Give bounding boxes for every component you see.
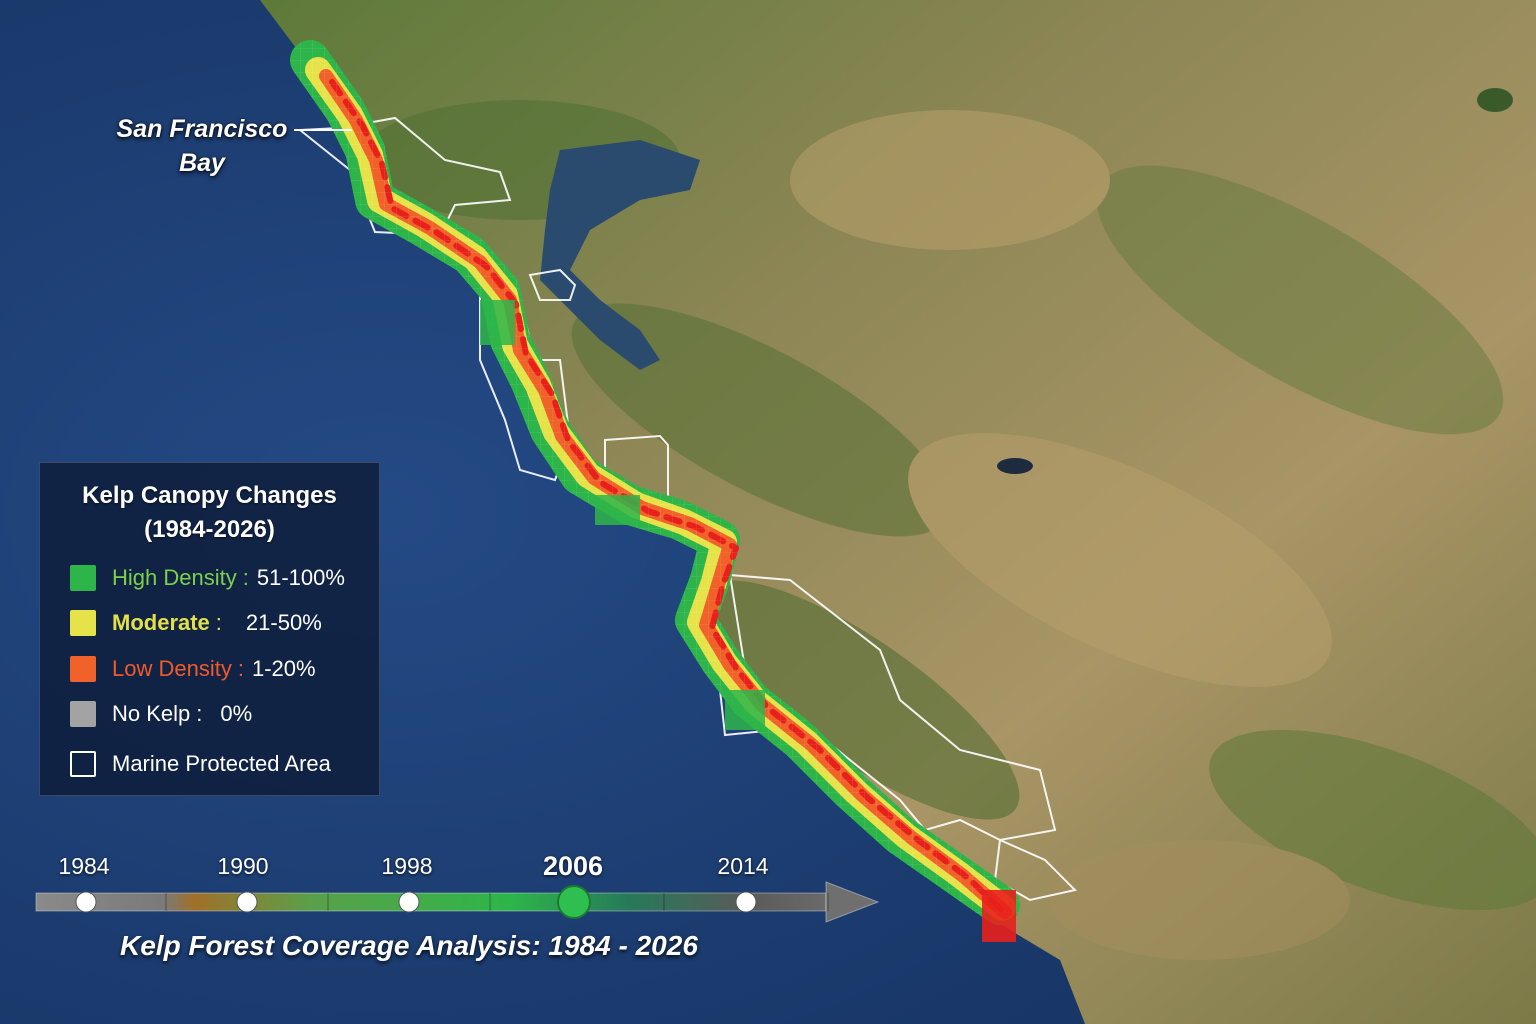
kelp-patch-high-north [480, 300, 515, 345]
legend-item-moderate: Moderate: 21-50% [70, 608, 322, 638]
kelp-patch-high-mid [725, 690, 765, 730]
legend-panel: Kelp Canopy Changes (1984-2026) High Den… [39, 462, 380, 796]
timeline-year-label[interactable]: 1984 [58, 853, 110, 879]
kelp-patch-high-south [595, 495, 640, 525]
legend-title: Kelp Canopy Changes (1984-2026) [40, 479, 379, 547]
legend-label: No Kelp [112, 701, 191, 726]
legend-sep: : [237, 656, 244, 681]
legend-item-low-density: Low Density: 1-20% [70, 654, 316, 684]
legend-sep: : [215, 610, 222, 635]
timeline-year-label[interactable]: 2014 [717, 853, 769, 879]
timeline-year-label[interactable]: 1990 [217, 853, 269, 879]
lake [997, 458, 1033, 474]
kelp-patch-south [982, 890, 1016, 942]
legend-swatch-none [70, 701, 96, 727]
lake [1477, 88, 1513, 112]
legend-label: High Density [112, 565, 237, 590]
terrain-shading [360, 100, 1536, 960]
legend-item-mpa: Marine Protected Area [70, 749, 337, 779]
legend-range: 21-50% [245, 610, 322, 635]
legend-title-line2: (1984-2026) [144, 516, 275, 543]
timeline-year-label[interactable]: 1998 [381, 853, 433, 879]
place-label-line2: Bay [179, 149, 225, 177]
legend-item-no-kelp: No Kelp: 0% [70, 699, 252, 729]
map-caption: Kelp Forest Coverage Analysis: 1984 - 20… [120, 930, 698, 961]
legend-label: Moderate [112, 610, 210, 635]
legend-item-high-density: High Density: 51-100% [70, 563, 345, 593]
legend-range: 1-20% [251, 656, 316, 681]
timeline-year-label-selected[interactable]: 2006 [542, 851, 604, 881]
place-label-line1: San Francisco [116, 115, 288, 143]
legend-title-line1: Kelp Canopy Changes [82, 482, 337, 509]
legend-sep: : [242, 565, 249, 590]
legend-swatch-mpa [70, 751, 96, 777]
mpa-outline [528, 268, 577, 301]
legend-swatch-low [70, 656, 96, 682]
legend-label: Marine Protected Area [112, 751, 331, 776]
bay-water [540, 140, 700, 370]
legend-label: Low Density [112, 656, 232, 681]
legend-sep: : [196, 701, 203, 726]
place-label-san-francisco-bay: San Francisco Bay [92, 112, 312, 180]
mpa-outline [993, 838, 1077, 902]
legend-range: 51-100% [256, 565, 345, 590]
legend-swatch-moderate [70, 610, 96, 636]
legend-swatch-high [70, 565, 96, 591]
legend-range: 0% [220, 701, 253, 726]
